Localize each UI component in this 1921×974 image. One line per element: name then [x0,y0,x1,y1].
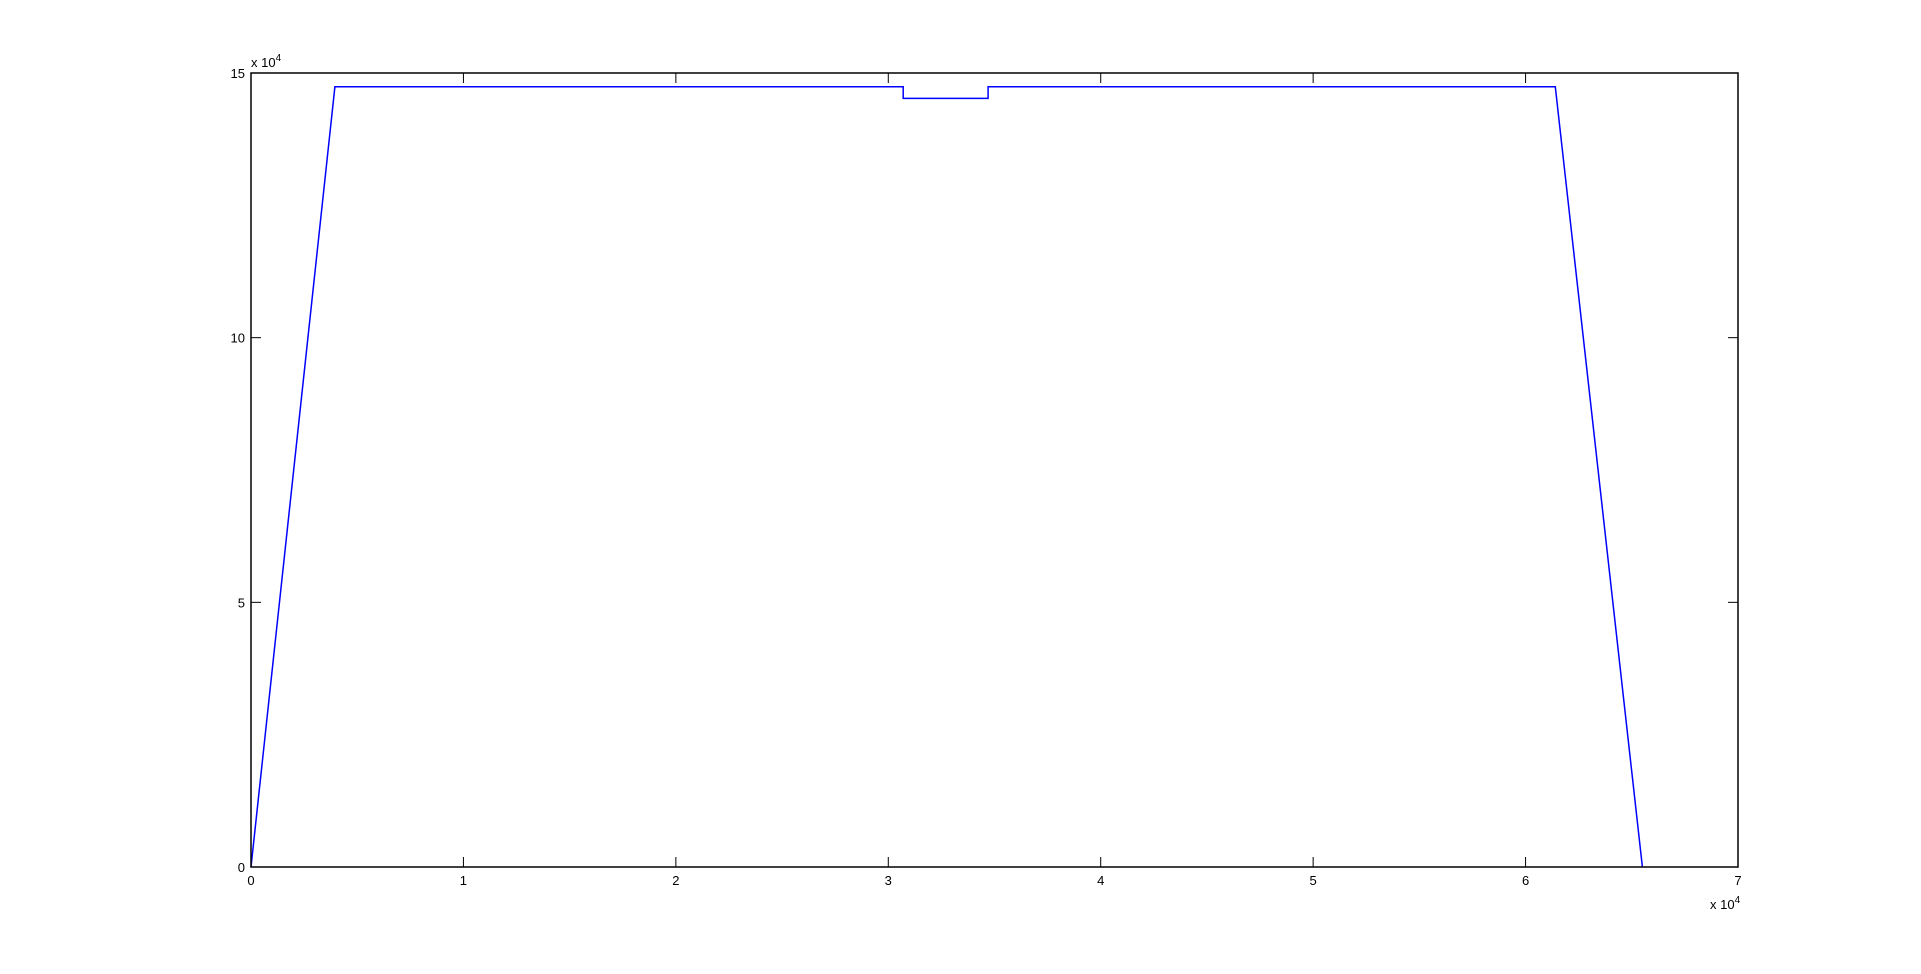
y-tick-label: 0 [238,860,245,875]
x-tick-label: 1 [460,873,467,888]
x-tick-label: 5 [1310,873,1317,888]
x-tick-label: 4 [1097,873,1104,888]
y-tick-label: 5 [238,595,245,610]
x-tick-label: 7 [1734,873,1741,888]
series-line [250,86,1644,868]
axes-box [250,72,1739,868]
x-tick-label: 3 [885,873,892,888]
x-tick-label: 2 [672,873,679,888]
x-tick-label: 6 [1522,873,1529,888]
x-exponent-label: x 104 [1710,895,1741,912]
y-tick-label: 15 [231,66,245,81]
y-tick-label: 10 [231,331,245,346]
x-tick-label: 0 [247,873,254,888]
y-exponent-label: x 104 [251,53,282,70]
